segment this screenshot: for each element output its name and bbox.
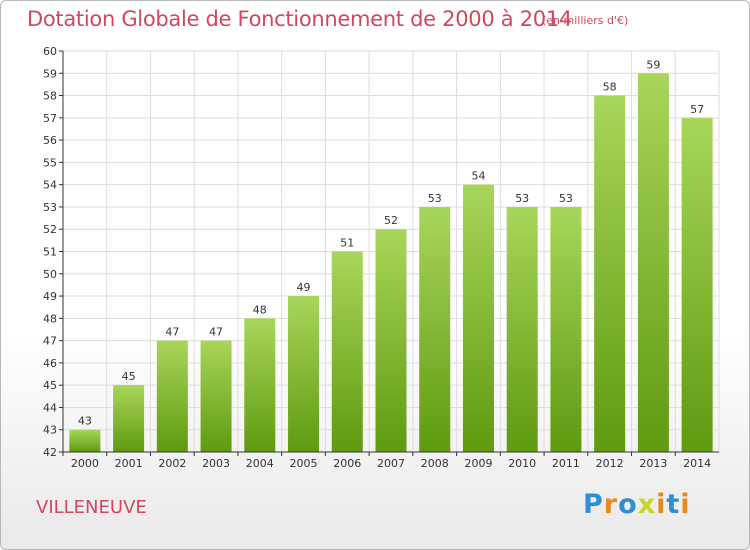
labels: 42 43 44 45 46 47 48 49 50 51 52 53 54 55 56 57 58 59 60 43… xyxy=(43,45,711,470)
data-label-2008: 53 xyxy=(428,192,442,205)
y-tick-label: 57 xyxy=(43,112,57,125)
data-label-2009: 54 xyxy=(471,170,485,183)
y-tick-label: 43 xyxy=(43,424,57,437)
commune-name: VILLENEUVE xyxy=(36,497,147,518)
x-tick-label: 2006 xyxy=(333,457,361,470)
x-tick-label: 2009 xyxy=(464,457,492,470)
axes xyxy=(59,50,719,456)
bar-2010 xyxy=(506,206,538,452)
data-label-2001: 45 xyxy=(122,370,136,383)
bar-2009 xyxy=(462,184,494,452)
logo-letter: r xyxy=(603,489,619,520)
proxiti-logo[interactable]: Proxiti xyxy=(583,489,691,520)
bar-2008 xyxy=(419,206,451,452)
y-tick-label: 52 xyxy=(43,223,57,236)
y-tick-label: 46 xyxy=(43,357,57,370)
x-tick-label: 2014 xyxy=(683,457,711,470)
x-tick-label: 2001 xyxy=(115,457,143,470)
y-tick-label: 44 xyxy=(43,401,57,414)
data-label-2013: 59 xyxy=(646,58,660,71)
bar-2007 xyxy=(375,229,407,452)
data-label-2005: 49 xyxy=(297,281,311,294)
y-tick-label: 58 xyxy=(43,90,57,103)
logo-letter: i xyxy=(680,489,691,520)
x-tick-label: 2007 xyxy=(377,457,405,470)
data-label-2011: 53 xyxy=(559,192,573,205)
bar-2001 xyxy=(113,385,145,452)
chart-subtitle: (en milliers d'€) xyxy=(542,14,629,27)
y-tick-label: 49 xyxy=(43,290,57,303)
y-tick-label: 45 xyxy=(43,379,57,392)
logo-letter: o xyxy=(618,489,638,520)
y-tick-label: 60 xyxy=(43,45,57,58)
data-label-2012: 58 xyxy=(603,81,617,94)
bar-2006 xyxy=(331,251,363,452)
x-tick-label: 2004 xyxy=(246,457,274,470)
bar-2002 xyxy=(156,340,188,452)
data-label-2003: 47 xyxy=(209,326,223,339)
y-tick-label: 53 xyxy=(43,201,57,214)
y-tick-label: 50 xyxy=(43,268,57,281)
bar-2011 xyxy=(550,206,582,452)
x-tick-label: 2011 xyxy=(552,457,580,470)
y-tick-label: 42 xyxy=(43,446,57,459)
y-tick-label: 51 xyxy=(43,246,57,259)
bar-2013 xyxy=(637,73,669,453)
bar-2000 xyxy=(69,429,101,452)
y-tick-label: 54 xyxy=(43,179,57,192)
x-tick-label: 2013 xyxy=(639,457,667,470)
logo-letter: i xyxy=(656,489,667,520)
bar-2012 xyxy=(594,95,626,453)
data-label-2002: 47 xyxy=(165,326,179,339)
y-tick-label: 56 xyxy=(43,134,57,147)
data-label-2000: 43 xyxy=(78,415,92,428)
bar-2004 xyxy=(244,318,276,452)
data-label-2004: 48 xyxy=(253,303,267,316)
data-label-2006: 51 xyxy=(340,237,354,250)
x-tick-label: 2000 xyxy=(71,457,99,470)
data-label-2014: 57 xyxy=(690,103,704,116)
y-tick-label: 55 xyxy=(43,156,57,169)
bar-2003 xyxy=(200,340,232,452)
x-tick-label: 2010 xyxy=(508,457,536,470)
x-tick-label: 2002 xyxy=(158,457,186,470)
y-tick-label: 48 xyxy=(43,312,57,325)
x-tick-label: 2012 xyxy=(596,457,624,470)
bar-2005 xyxy=(288,296,320,452)
chart-title: Dotation Globale de Fonctionnement de 20… xyxy=(27,7,572,31)
bars xyxy=(69,73,713,453)
data-label-2007: 52 xyxy=(384,214,398,227)
data-label-2010: 53 xyxy=(515,192,529,205)
x-tick-label: 2003 xyxy=(202,457,230,470)
y-tick-label: 47 xyxy=(43,335,57,348)
logo-letter: t xyxy=(666,489,681,520)
x-tick-label: 2008 xyxy=(421,457,449,470)
logo-letter: x xyxy=(637,489,657,520)
bar-2014 xyxy=(681,117,713,452)
logo-letter: P xyxy=(583,489,604,520)
x-tick-label: 2005 xyxy=(290,457,318,470)
y-tick-label: 59 xyxy=(43,67,57,80)
